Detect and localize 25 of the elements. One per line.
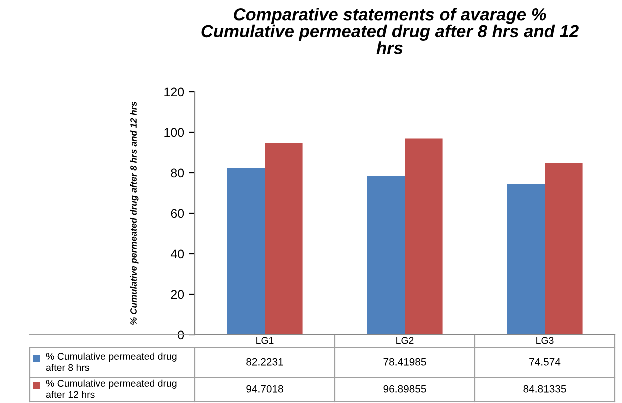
y-tick-label: 60	[171, 209, 184, 218]
y-tick-label: 80	[171, 168, 184, 178]
x-tick-label: LG2	[396, 337, 414, 344]
data-label: 94.7018	[246, 385, 284, 393]
bar	[227, 168, 265, 335]
y-tick-label: 120	[164, 88, 184, 97]
x-tick-label: LG1	[256, 337, 274, 344]
bar	[367, 176, 405, 335]
data-label: 84.81335	[524, 385, 566, 393]
bar	[545, 163, 583, 335]
data-label: 82.2231	[246, 358, 284, 366]
x-tick-label: LG3	[536, 337, 554, 344]
y-tick-label: 20	[171, 290, 184, 300]
data-label: 96.89855	[384, 385, 426, 393]
data-label: 74.574	[530, 358, 561, 366]
y-axis-title: % Cumulative permeated drug after 8 hrs and 12 hrs	[130, 102, 139, 325]
data-label: 78.41985	[384, 358, 426, 366]
bar	[265, 143, 303, 335]
chart-title: Comparative statements of avarage % Cumulative permeated drug after 8 hrs and 12 hrs	[202, 8, 579, 54]
legend-label: % Cumulative permeated drug after 12 hrs	[46, 380, 177, 398]
y-tick-label: 100	[164, 128, 184, 138]
legend-label: % Cumulative permeated drug after 8 hrs	[46, 352, 177, 372]
y-tick-label: 40	[170, 250, 184, 259]
bar	[507, 184, 545, 335]
bar	[405, 138, 443, 335]
